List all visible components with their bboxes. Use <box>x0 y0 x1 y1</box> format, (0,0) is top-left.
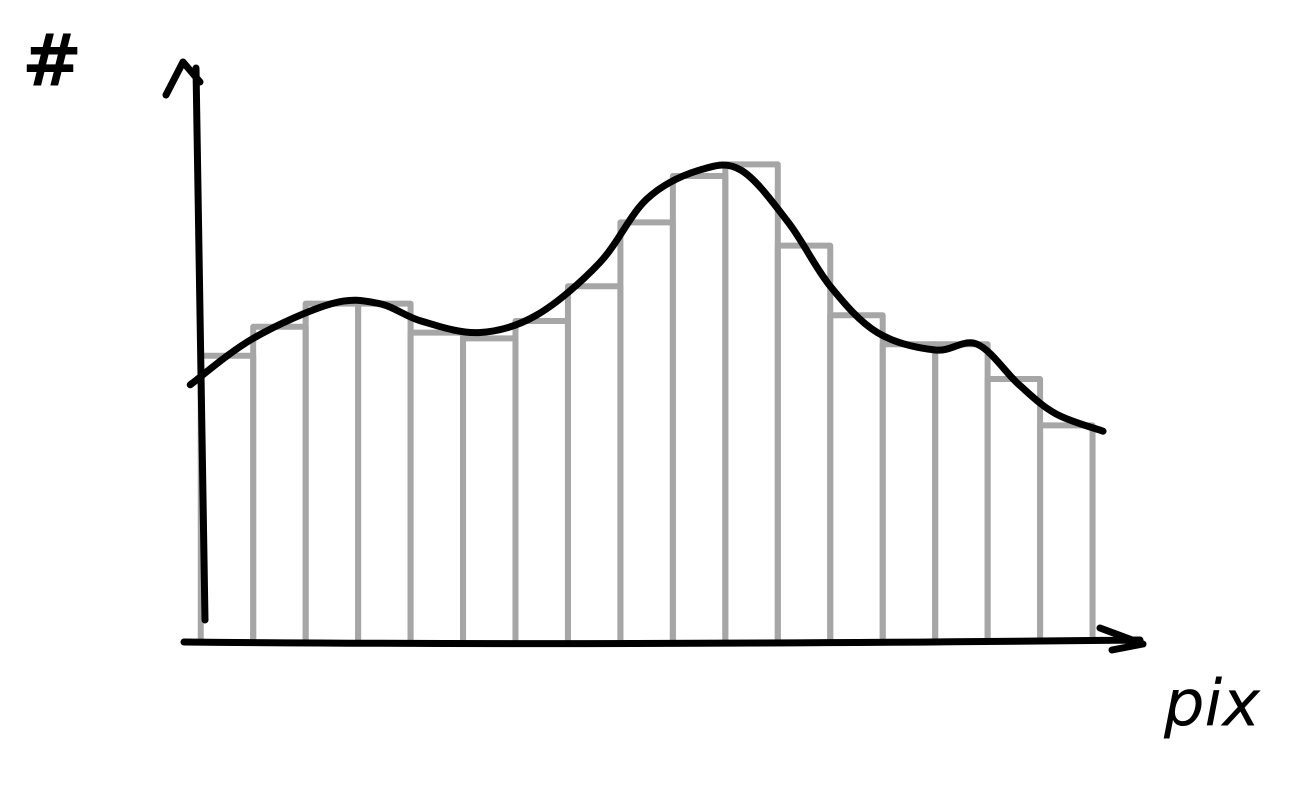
bar <box>355 300 414 643</box>
y-axis-label: # <box>22 19 82 103</box>
bar <box>250 323 309 643</box>
bar <box>302 300 362 643</box>
bar <box>984 376 1044 643</box>
bar <box>617 219 676 643</box>
x-axis-label: pix <box>1163 668 1261 742</box>
bar <box>512 318 571 643</box>
bar <box>722 161 781 643</box>
bar <box>407 329 467 643</box>
bar <box>669 173 729 643</box>
bar <box>879 341 939 643</box>
bar <box>197 352 257 643</box>
bar <box>460 335 519 643</box>
bar <box>827 312 886 643</box>
bar <box>774 242 834 643</box>
bar <box>1037 422 1096 643</box>
density-curve <box>186 161 1107 435</box>
bar <box>932 341 991 643</box>
y-axis <box>162 58 209 624</box>
bar <box>564 283 624 643</box>
x-axis <box>180 624 1147 654</box>
